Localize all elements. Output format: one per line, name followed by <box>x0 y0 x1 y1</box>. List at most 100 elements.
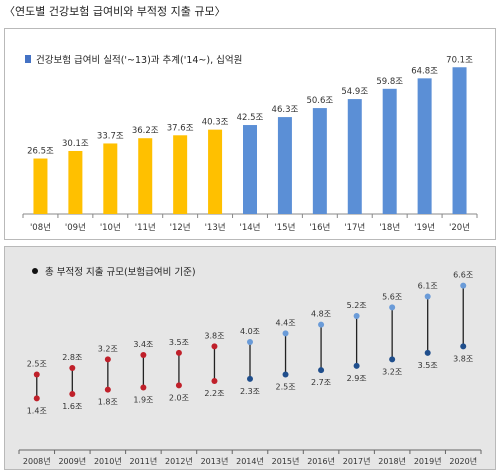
high-value-label: 6.6조 <box>453 271 473 280</box>
bar-value-label: 26.5조 <box>27 147 54 157</box>
bar-value-label: 46.3조 <box>272 105 299 115</box>
x-tick-label: '18년 <box>379 222 400 233</box>
x-tick-label: 2011년 <box>130 456 158 466</box>
low-value-label: 2.7조 <box>311 378 331 387</box>
low-point <box>353 362 360 369</box>
x-tick-label: 2014년 <box>236 456 264 466</box>
x-tick-label: 2013년 <box>201 456 229 466</box>
bar <box>312 108 327 214</box>
x-tick-label: 2008년 <box>23 456 51 466</box>
legend-marker <box>32 268 38 274</box>
x-tick-label: '17년 <box>344 222 365 233</box>
high-point <box>69 365 76 371</box>
high-value-label: 4.0조 <box>240 327 260 336</box>
x-tick-label: '15년 <box>274 222 295 233</box>
bar <box>138 138 153 214</box>
low-value-label: 2.5조 <box>275 383 295 392</box>
x-tick-label: 2020년 <box>449 456 477 466</box>
high-point <box>33 371 40 378</box>
bar-value-label: 59.8조 <box>376 77 403 87</box>
low-value-label: 1.9조 <box>133 396 153 405</box>
high-value-label: 3.4조 <box>133 340 153 349</box>
legend-marker <box>25 55 31 63</box>
improper-spending-chart-panel: 총 부적정 지출 규모(보험급여비 기준) 2.5조 1.4조 2008년 2.8조 1.… <box>4 246 496 470</box>
high-value-label: 6.1조 <box>418 282 438 291</box>
low-value-label: 2.2조 <box>204 389 224 398</box>
x-tick-label: '08년 <box>30 222 51 233</box>
low-point <box>211 378 218 384</box>
low-point <box>104 386 111 393</box>
high-point <box>460 282 467 289</box>
low-value-label: 2.9조 <box>347 374 367 383</box>
high-point <box>175 349 182 356</box>
high-point <box>353 313 360 319</box>
bar-value-label: 54.9조 <box>341 87 368 97</box>
low-value-label: 1.6조 <box>62 402 82 411</box>
high-value-label: 4.8조 <box>311 310 331 319</box>
bar <box>103 143 118 214</box>
low-point <box>247 375 253 382</box>
bar <box>347 99 362 214</box>
high-point <box>389 304 396 311</box>
x-tick-label: 2019년 <box>414 456 442 466</box>
low-point <box>69 391 76 397</box>
high-point <box>282 330 289 337</box>
high-point <box>424 293 431 300</box>
x-tick-label: '09년 <box>65 222 86 233</box>
bar-value-label: 30.1조 <box>62 139 89 149</box>
high-value-label: 3.5조 <box>169 338 189 347</box>
low-value-label: 3.8조 <box>453 354 473 363</box>
x-tick-label: 2015년 <box>272 456 300 466</box>
low-point <box>424 349 431 356</box>
x-tick-label: 2017년 <box>343 456 371 466</box>
low-point <box>389 356 396 363</box>
high-value-label: 4.4조 <box>275 318 295 327</box>
low-value-label: 1.8조 <box>98 398 118 407</box>
low-value-label: 1.4조 <box>27 406 47 415</box>
high-value-label: 5.6조 <box>382 292 402 301</box>
high-value-label: 3.8조 <box>204 331 224 340</box>
high-point <box>247 339 253 345</box>
bar-value-label: 42.5조 <box>237 113 264 123</box>
low-point <box>175 382 182 389</box>
high-point <box>211 343 218 350</box>
bar <box>243 125 257 214</box>
improper-spending-range-chart: 총 부적정 지출 규모(보험급여비 기준) 2.5조 1.4조 2008년 2.8조 1.… <box>18 266 482 466</box>
bar <box>277 117 292 214</box>
low-point <box>140 384 147 391</box>
low-value-label: 2.0조 <box>169 393 189 402</box>
low-point <box>460 343 467 350</box>
low-point <box>318 367 325 374</box>
bar-value-label: 36.2조 <box>132 126 159 136</box>
high-value-label: 3.2조 <box>98 344 118 353</box>
high-point <box>140 352 147 358</box>
bar <box>382 88 397 214</box>
legend-label: 건강보험 급여비 실적('~13)과 추계('14~), 십억원 <box>36 54 242 66</box>
low-point <box>33 395 40 402</box>
x-tick-label: 2010년 <box>94 456 122 466</box>
bar-value-label: 37.6조 <box>167 123 194 133</box>
benefit-chart-panel: 건강보험 급여비 실적('~13)과 추계('14~), 십억원 26.5조 '08… <box>4 28 496 240</box>
bar-value-label: 33.7조 <box>97 131 124 141</box>
bar-value-label: 64.8조 <box>411 66 438 76</box>
high-point <box>104 356 111 363</box>
low-value-label: 2.3조 <box>240 387 260 396</box>
bar <box>33 158 48 214</box>
high-value-label: 2.5조 <box>27 360 47 369</box>
legend-label: 총 부적정 지출 규모(보험급여비 기준) <box>45 266 196 278</box>
bar-value-label: 70.1조 <box>446 55 473 65</box>
low-value-label: 3.5조 <box>418 361 438 370</box>
x-tick-label: '13년 <box>205 222 226 233</box>
x-tick-label: 2018년 <box>378 456 406 466</box>
bar-value-label: 40.3조 <box>202 118 229 128</box>
benefit-bar-chart: 건강보험 급여비 실적('~13)과 추계('14~), 십억원 26.5조 '08… <box>22 54 478 233</box>
x-tick-label: '19년 <box>414 222 435 233</box>
x-tick-label: '12년 <box>170 222 191 233</box>
x-tick-label: '11년 <box>135 222 156 233</box>
high-value-label: 5.2조 <box>347 301 367 310</box>
x-tick-label: 2012년 <box>165 456 193 466</box>
high-point <box>318 321 325 328</box>
x-tick-label: '10년 <box>100 222 121 233</box>
x-tick-label: '16년 <box>309 222 330 233</box>
